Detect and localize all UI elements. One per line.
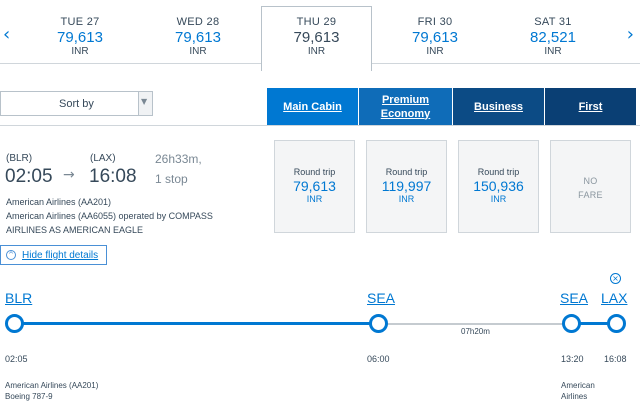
tab-premium-economy[interactable]: Premium Economy — [359, 88, 452, 125]
tab-premium-line1: Premium — [381, 93, 430, 106]
fare-option-main-cabin[interactable]: Round trip 79,613 INR — [274, 140, 355, 233]
no-fare-line2: FARE — [578, 190, 603, 200]
timeline-time: 02:05 — [5, 354, 28, 364]
date-currency: INR — [189, 46, 207, 57]
airline-info: AIRLINES AS AMERICAN EAGLE — [6, 225, 144, 235]
stop-count: 1 stop — [155, 172, 188, 186]
layover-duration: 07h20m — [461, 327, 490, 336]
tab-business-label: Business — [474, 100, 523, 113]
sort-by-label: Sort by — [59, 98, 94, 110]
timeline-node — [5, 314, 24, 333]
stop-code-destination[interactable]: LAX — [601, 290, 628, 306]
timeline-time: 13:20 — [561, 354, 584, 364]
date-currency: INR — [426, 46, 444, 57]
timeline-node — [369, 314, 388, 333]
tab-first-label: First — [578, 100, 603, 113]
sort-by-select[interactable]: Sort by ▼ — [0, 91, 153, 116]
date-price: 79,613 — [412, 29, 458, 46]
fare-option-first-unavailable: NO FARE — [550, 140, 631, 233]
arrow-right-icon: → — [63, 167, 75, 183]
fare-option-business[interactable]: Round trip 150,936 INR — [458, 140, 539, 233]
chevron-up-icon: ^ — [6, 250, 16, 260]
departure-time: 02:05 — [5, 166, 53, 187]
stop-code-connection-depart[interactable]: SEA — [560, 290, 589, 306]
fare-currency: INR — [398, 194, 415, 204]
hide-flight-details-label: Hide flight details — [22, 249, 99, 261]
fare-type: Round trip — [477, 167, 520, 177]
tab-business[interactable]: Business — [453, 88, 544, 125]
divider — [0, 125, 640, 126]
chevron-down-icon: ▼ — [141, 97, 148, 106]
chevron-right-icon[interactable]: › — [626, 24, 634, 45]
arrival-time: 16:08 — [89, 166, 137, 187]
airline-info: American Airlines (AA201) — [6, 197, 112, 207]
tab-main-cabin[interactable]: Main Cabin — [267, 88, 358, 125]
date-option-thu-selected[interactable]: THU 29 79,613 INR — [261, 6, 372, 71]
date-price: 79,613 — [293, 29, 340, 46]
airline-info: American Airlines (AA6055) operated by C… — [6, 211, 213, 221]
date-currency: INR — [71, 46, 89, 57]
timeline-node — [607, 314, 626, 333]
tab-premium-line2: Economy — [380, 107, 431, 120]
sort-caret-box[interactable]: ▼ — [138, 92, 152, 115]
flight-leg-line — [15, 322, 379, 325]
timeline-time: 06:00 — [367, 354, 390, 364]
layover-line — [379, 323, 572, 325]
date-label: TUE 27 — [60, 16, 100, 28]
fare-type: Round trip — [293, 167, 336, 177]
date-option-wed[interactable]: WED 28 79,613 INR — [143, 0, 253, 64]
flight-leg-line — [572, 322, 618, 325]
fare-currency: INR — [306, 194, 323, 204]
close-icon[interactable]: × — [610, 273, 621, 284]
date-price: 79,613 — [175, 29, 221, 46]
fare-currency: INR — [490, 194, 507, 204]
destination-code: (LAX) — [90, 153, 116, 164]
leg-aircraft: Boeing 787-9 — [5, 392, 53, 401]
timeline-time: 16:08 — [604, 354, 627, 364]
no-fare-line1: NO — [583, 176, 598, 186]
fare-amount: 150,936 — [473, 178, 524, 194]
tab-main-cabin-label: Main Cabin — [283, 100, 342, 113]
date-strip: ‹ TUE 27 79,613 INR WED 28 79,613 INR TH… — [0, 0, 640, 71]
date-price: 79,613 — [57, 29, 103, 46]
leg-airline: American Airlines (AA201) — [5, 381, 99, 390]
trip-duration: 26h33m, — [155, 152, 202, 166]
date-label: THU 29 — [296, 16, 337, 28]
date-option-sat[interactable]: SAT 31 82,521 INR — [498, 0, 608, 64]
timeline-node — [562, 314, 581, 333]
date-label: FRI 30 — [417, 16, 453, 28]
leg-airline: American — [561, 381, 595, 390]
origin-code: (BLR) — [6, 153, 33, 164]
date-label: WED 28 — [176, 16, 220, 28]
date-currency: INR — [544, 46, 562, 57]
fare-amount: 119,997 — [381, 178, 432, 194]
chevron-left-icon[interactable]: ‹ — [3, 24, 11, 45]
fare-type: Round trip — [385, 167, 428, 177]
date-option-tue[interactable]: TUE 27 79,613 INR — [25, 0, 135, 64]
fare-option-premium-economy[interactable]: Round trip 119,997 INR — [366, 140, 447, 233]
hide-flight-details-button[interactable]: ^ Hide flight details — [0, 245, 107, 265]
date-price: 82,521 — [530, 29, 576, 46]
date-label: SAT 31 — [534, 16, 572, 28]
tab-first[interactable]: First — [545, 88, 636, 125]
date-option-fri[interactable]: FRI 30 79,613 INR — [380, 0, 490, 64]
leg-airline: Airlines — [561, 392, 588, 401]
fare-amount: 79,613 — [293, 178, 336, 194]
stop-code-origin[interactable]: BLR — [5, 290, 33, 306]
date-currency: INR — [307, 46, 326, 57]
no-fare-text: NO FARE — [551, 174, 630, 202]
tab-premium-economy-label: Premium Economy — [381, 93, 431, 121]
stop-code-connection-arrive[interactable]: SEA — [367, 290, 396, 306]
